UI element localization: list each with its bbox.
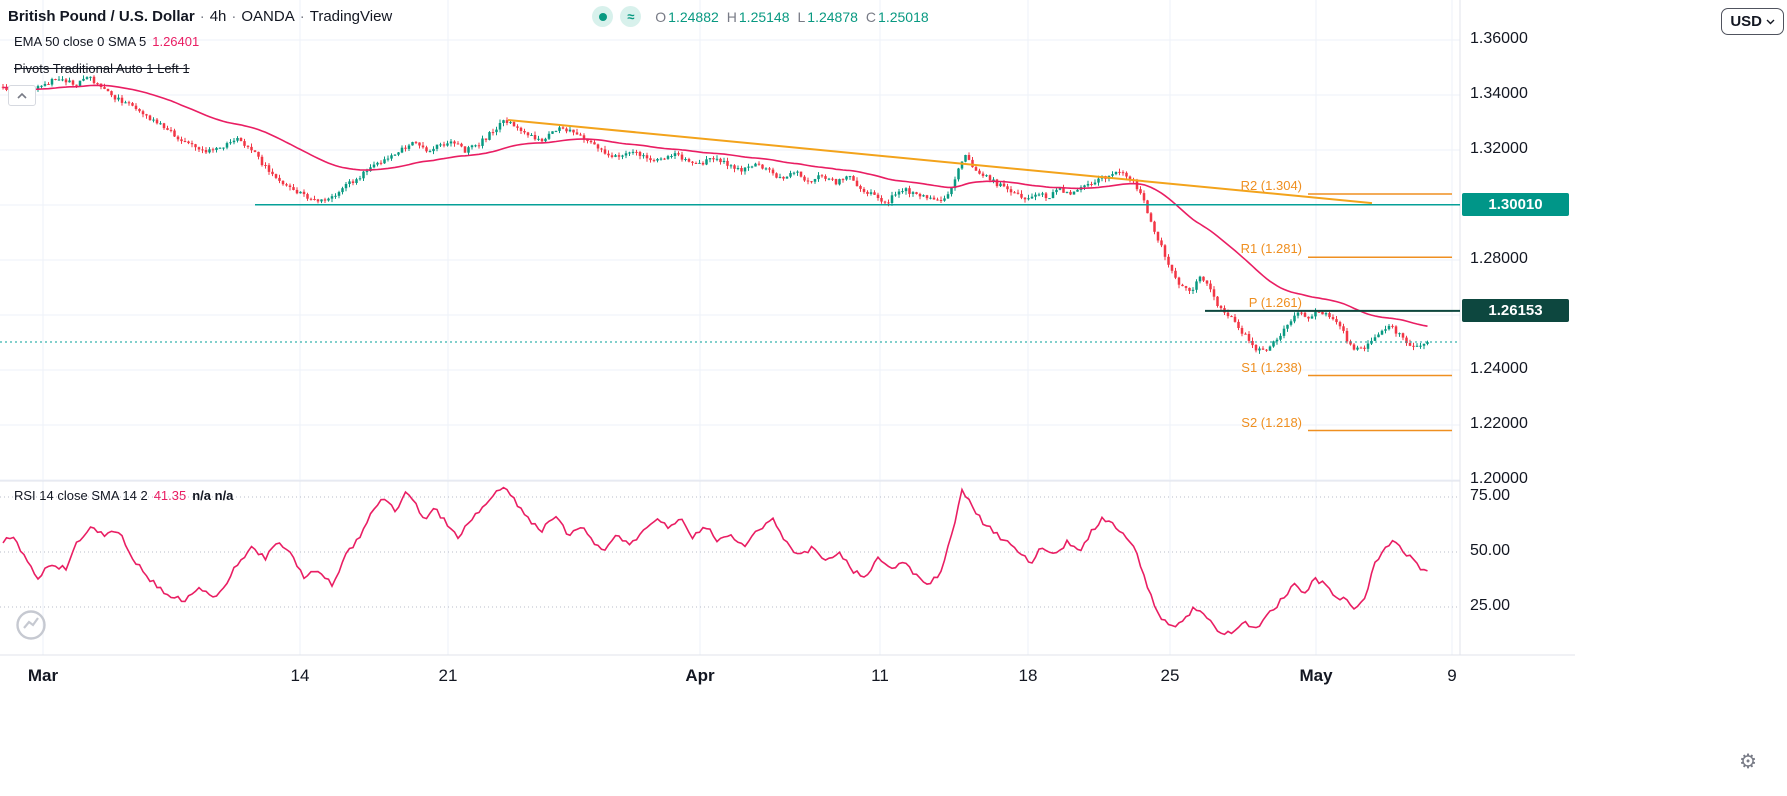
market-status-icon[interactable] xyxy=(592,6,614,27)
legend-pivots-indicator[interactable]: Pivots Traditional Auto 1 Left 1 xyxy=(14,61,190,76)
vendor-label: TradingView xyxy=(309,8,393,25)
ohlc-letter: L xyxy=(797,8,806,25)
rsi-title: RSI 14 close SMA 14 2 xyxy=(14,488,148,503)
exchange-label: OANDA xyxy=(241,8,295,25)
status-icons: ≈ xyxy=(592,6,642,27)
market-open-dot-icon xyxy=(598,12,607,21)
separator-dot: · xyxy=(231,8,237,25)
ohlc-letter: C xyxy=(865,8,877,25)
interval-label[interactable]: 4h xyxy=(209,8,227,25)
ema-value: 1.26401 xyxy=(152,34,200,49)
ohlc-values: O 1.24882 H 1.25148 L 1.24878 C 1.25018 xyxy=(655,9,928,25)
ohlc-value: 1.25148 xyxy=(738,8,790,25)
legend-rsi-indicator[interactable]: RSI 14 close SMA 14 2 41.35 n/a n/a xyxy=(14,488,233,503)
ohlc-letter: H xyxy=(726,8,737,25)
ema-line xyxy=(3,84,1428,327)
legend-ema-indicator[interactable]: EMA 50 close 0 SMA 5 1.26401 xyxy=(14,34,199,49)
ohlc-value: 1.24882 xyxy=(668,8,719,25)
candlestick-series xyxy=(1,75,1429,354)
rsi-value: 41.35 xyxy=(153,488,187,503)
ohlc-letter: O xyxy=(655,8,667,25)
chevron-down-icon xyxy=(1766,19,1775,24)
trendline[interactable] xyxy=(507,119,1373,205)
ema-title: EMA 50 close 0 SMA 5 xyxy=(14,34,147,49)
approx-icon: ≈ xyxy=(627,9,635,24)
data-mode-icon[interactable]: ≈ xyxy=(620,6,642,27)
separator-dot: · xyxy=(299,8,305,25)
gear-icon[interactable]: ⚙ xyxy=(1739,751,1757,773)
symbol-title[interactable]: British Pound / U.S. Dollar xyxy=(8,8,195,25)
chart-legend-header: British Pound / U.S. Dollar · 4h · OANDA… xyxy=(8,6,929,27)
separator-dot: · xyxy=(199,8,205,25)
rsi-extra-values: n/a n/a xyxy=(192,488,234,503)
grid-lines xyxy=(0,0,1460,655)
chevron-up-icon xyxy=(17,92,27,99)
tradingview-logo[interactable] xyxy=(14,608,48,647)
ohlc-value: 1.24878 xyxy=(807,8,858,25)
ohlc-value: 1.25018 xyxy=(878,8,929,25)
currency-selector-button[interactable]: USD xyxy=(1721,8,1784,35)
currency-label: USD xyxy=(1730,13,1762,30)
pivots-title: Pivots Traditional Auto 1 Left 1 xyxy=(14,61,190,76)
collapse-legend-button[interactable] xyxy=(8,85,36,106)
rsi-line xyxy=(2,486,1428,636)
